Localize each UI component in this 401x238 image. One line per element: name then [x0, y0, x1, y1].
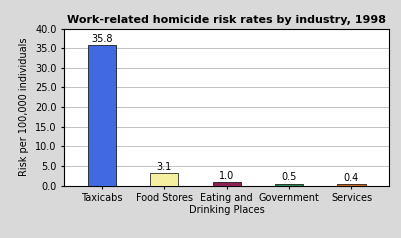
Bar	[213, 182, 241, 186]
Text: 1.0: 1.0	[219, 171, 234, 181]
Bar	[275, 184, 303, 186]
Text: 0.4: 0.4	[344, 173, 359, 183]
Bar	[337, 184, 366, 186]
Bar	[150, 174, 178, 186]
Bar	[87, 45, 116, 186]
Text: 35.8: 35.8	[91, 34, 112, 44]
Y-axis label: Risk per 100,000 individuals: Risk per 100,000 individuals	[19, 38, 29, 176]
Title: Work-related homicide risk rates by industry, 1998: Work-related homicide risk rates by indu…	[67, 15, 386, 25]
Text: 3.1: 3.1	[156, 162, 172, 172]
Text: 0.5: 0.5	[282, 173, 297, 183]
